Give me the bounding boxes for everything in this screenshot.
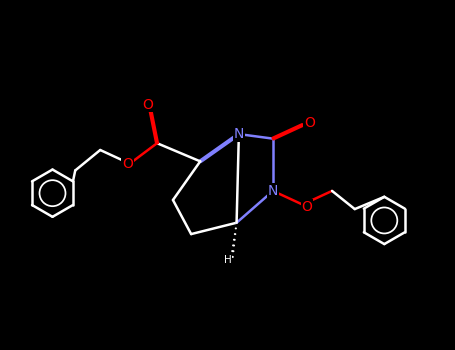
Text: O: O xyxy=(142,98,153,112)
Text: O: O xyxy=(122,157,133,171)
Text: O: O xyxy=(304,116,315,130)
Text: H: H xyxy=(223,256,232,265)
Text: N: N xyxy=(234,127,244,141)
Text: N: N xyxy=(268,184,278,198)
Text: O: O xyxy=(302,200,313,214)
